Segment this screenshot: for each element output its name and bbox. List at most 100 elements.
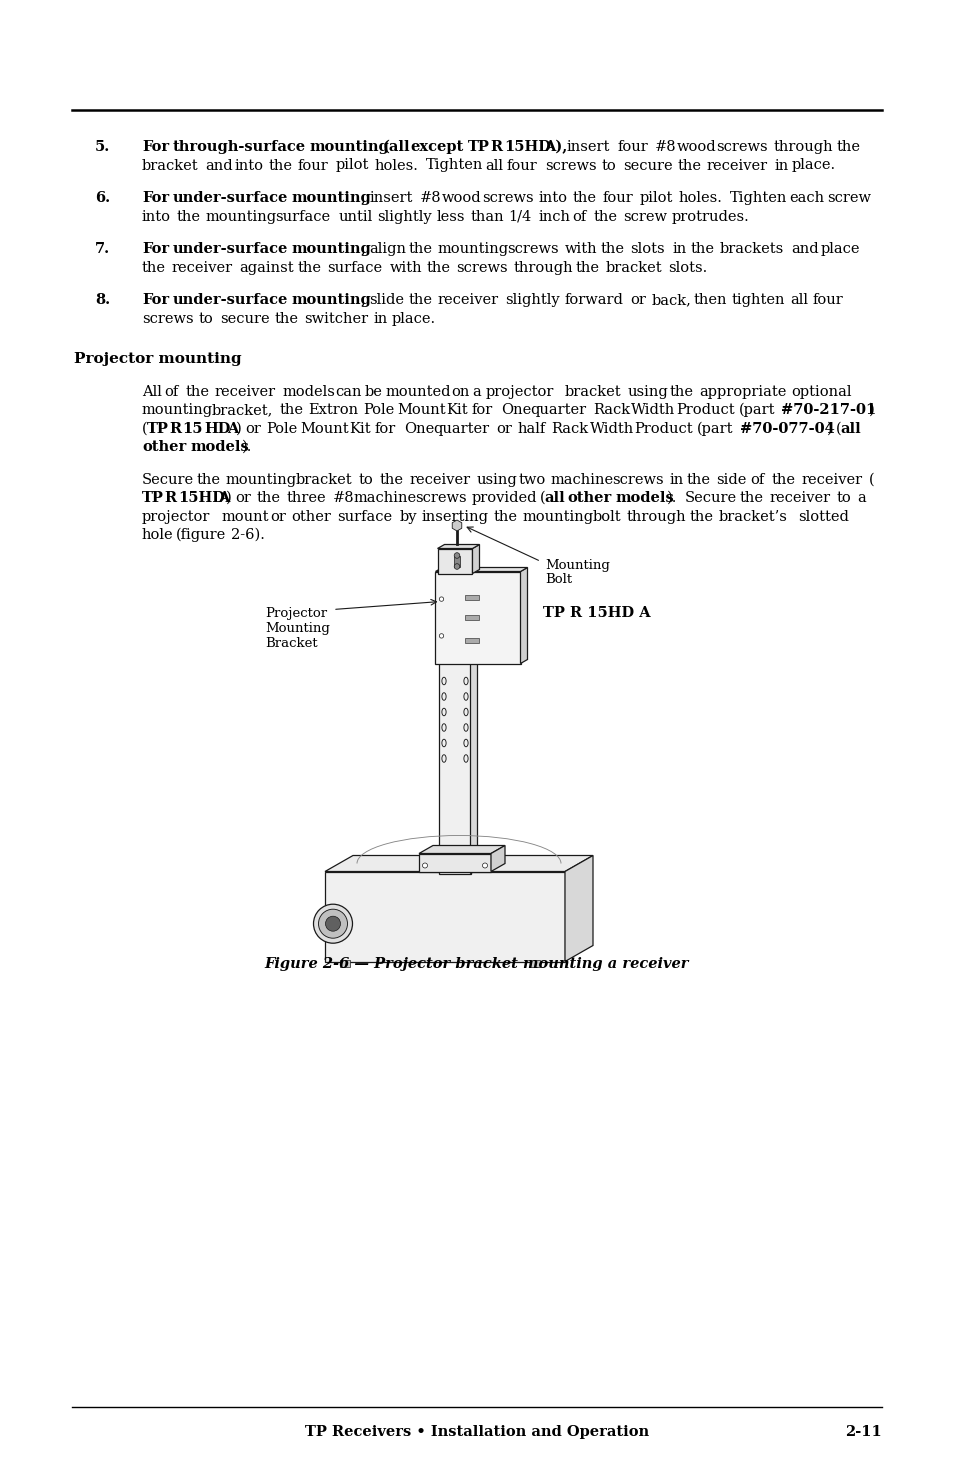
Bar bbox=[435, 571, 520, 664]
Text: Projector mounting: Projector mounting bbox=[74, 353, 241, 366]
Text: ): ) bbox=[826, 422, 832, 435]
Text: other: other bbox=[567, 491, 611, 504]
Text: can: can bbox=[335, 385, 361, 398]
Bar bbox=[465, 639, 479, 643]
Text: receiver: receiver bbox=[801, 472, 862, 487]
Text: mounting: mounting bbox=[522, 509, 593, 524]
Text: for: for bbox=[471, 403, 493, 417]
Text: the: the bbox=[593, 209, 617, 224]
Text: slightly: slightly bbox=[504, 294, 559, 307]
Text: slide: slide bbox=[369, 294, 404, 307]
Text: forward: forward bbox=[564, 294, 623, 307]
Text: of: of bbox=[164, 385, 178, 398]
Text: protrudes.: protrudes. bbox=[671, 209, 748, 224]
Text: holes.: holes. bbox=[678, 190, 721, 205]
Text: 7.: 7. bbox=[94, 242, 110, 257]
Text: through: through bbox=[513, 261, 572, 274]
Polygon shape bbox=[491, 845, 504, 872]
Text: all: all bbox=[840, 422, 861, 435]
Text: ).: ). bbox=[241, 440, 252, 454]
Text: to: to bbox=[358, 472, 373, 487]
Text: each: each bbox=[788, 190, 823, 205]
Text: screw: screw bbox=[622, 209, 666, 224]
Text: Extron: Extron bbox=[309, 403, 358, 417]
Text: Secure: Secure bbox=[684, 491, 737, 504]
Text: bracket: bracket bbox=[605, 261, 661, 274]
Text: in: in bbox=[773, 158, 787, 173]
Text: or: or bbox=[270, 509, 286, 524]
Text: against: against bbox=[238, 261, 294, 274]
Text: secure: secure bbox=[220, 311, 270, 326]
Text: the: the bbox=[493, 509, 517, 524]
Circle shape bbox=[438, 634, 443, 639]
Text: (figure: (figure bbox=[176, 528, 226, 543]
Text: 2-11: 2-11 bbox=[844, 1425, 882, 1440]
Text: hole: hole bbox=[142, 528, 173, 541]
Text: the: the bbox=[408, 242, 432, 257]
Bar bbox=[437, 549, 472, 574]
Text: Kit: Kit bbox=[445, 403, 467, 417]
Text: Tighten: Tighten bbox=[425, 158, 483, 173]
Circle shape bbox=[314, 904, 352, 943]
Bar bbox=[325, 872, 564, 962]
Text: ,: , bbox=[360, 294, 365, 307]
Text: slotted: slotted bbox=[798, 509, 848, 524]
Text: surface: surface bbox=[327, 261, 382, 274]
Bar bbox=[465, 615, 479, 619]
Text: Rack: Rack bbox=[551, 422, 588, 435]
Text: HD: HD bbox=[205, 422, 231, 435]
Text: of: of bbox=[750, 472, 764, 487]
Text: (all: (all bbox=[382, 140, 410, 153]
Text: slightly: slightly bbox=[376, 209, 431, 224]
Text: 5.: 5. bbox=[94, 140, 110, 153]
Text: screws: screws bbox=[544, 158, 596, 173]
Text: insert: insert bbox=[566, 140, 609, 153]
Circle shape bbox=[422, 863, 427, 867]
Text: (: ( bbox=[538, 491, 544, 504]
Text: secure: secure bbox=[622, 158, 672, 173]
Text: four: four bbox=[506, 158, 537, 173]
Text: Product: Product bbox=[676, 403, 734, 417]
Text: on: on bbox=[451, 385, 469, 398]
Text: (: ( bbox=[836, 422, 841, 435]
Text: all: all bbox=[543, 491, 564, 504]
Text: ).: ). bbox=[666, 491, 677, 504]
Text: the: the bbox=[669, 385, 693, 398]
Text: mounting: mounting bbox=[206, 209, 276, 224]
Text: the: the bbox=[379, 472, 403, 487]
Text: (part: (part bbox=[738, 403, 775, 417]
Text: the: the bbox=[771, 472, 795, 487]
Text: ): ) bbox=[226, 491, 232, 504]
Text: Mounting: Mounting bbox=[544, 559, 609, 571]
Text: receiver: receiver bbox=[214, 385, 275, 398]
Text: screws: screws bbox=[507, 242, 558, 257]
Text: #8: #8 bbox=[655, 140, 676, 153]
Text: through: through bbox=[626, 509, 685, 524]
Text: pilot: pilot bbox=[335, 158, 369, 173]
Text: Width: Width bbox=[589, 422, 633, 435]
Text: One: One bbox=[404, 422, 434, 435]
Text: place.: place. bbox=[391, 311, 435, 326]
Polygon shape bbox=[452, 521, 461, 531]
Text: mounting: mounting bbox=[292, 190, 371, 205]
Text: the: the bbox=[690, 242, 714, 257]
Text: except: except bbox=[410, 140, 463, 153]
Text: Mounting: Mounting bbox=[265, 621, 330, 634]
Text: brackets: brackets bbox=[720, 242, 783, 257]
Text: screws: screws bbox=[612, 472, 663, 487]
Text: TP: TP bbox=[142, 491, 164, 504]
Text: Figure 2-6 — Projector bracket mounting a receiver: Figure 2-6 — Projector bracket mounting … bbox=[265, 956, 688, 971]
Text: Pole: Pole bbox=[266, 422, 297, 435]
Bar bbox=[530, 960, 539, 966]
Text: the: the bbox=[600, 242, 624, 257]
Text: of: of bbox=[572, 209, 586, 224]
Text: projector: projector bbox=[485, 385, 553, 398]
Text: then: then bbox=[693, 294, 726, 307]
Text: mounting: mounting bbox=[292, 294, 371, 307]
Text: the: the bbox=[268, 158, 292, 173]
Text: #8: #8 bbox=[419, 190, 441, 205]
Text: to: to bbox=[601, 158, 616, 173]
Text: 1/4: 1/4 bbox=[508, 209, 531, 224]
Circle shape bbox=[454, 553, 459, 559]
Text: All: All bbox=[142, 385, 162, 398]
